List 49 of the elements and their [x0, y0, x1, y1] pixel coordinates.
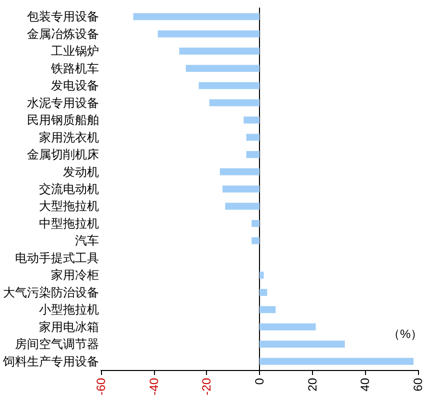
x-tick-label: 40	[358, 378, 372, 392]
y-tick-label: 金属冶炼设备	[27, 26, 99, 41]
bar	[260, 358, 414, 365]
x-tick-label: -20	[200, 378, 214, 396]
x-tick-label: 20	[305, 378, 320, 392]
bar	[252, 237, 260, 244]
y-tick-label: 大气污染防治设备	[3, 285, 99, 300]
y-tick-label: 发电设备	[51, 78, 99, 93]
bar	[222, 186, 260, 192]
y-tick-label: 交流电动机	[39, 182, 99, 196]
bar	[260, 306, 276, 314]
y-tick-label: 家用电冰箱	[39, 320, 99, 334]
bar	[133, 13, 260, 20]
bar	[260, 288, 268, 296]
y-tick-label: 房间空气调节器	[15, 337, 99, 352]
y-tick-label: 工业锅炉	[51, 44, 99, 58]
bar	[220, 168, 260, 176]
x-tick-label: 60	[411, 378, 425, 392]
bar	[158, 30, 260, 38]
bar	[260, 272, 264, 279]
y-tick-label: 水泥专用设备	[27, 96, 99, 110]
bar	[244, 116, 260, 124]
y-tick-label: 中型拖拉机	[39, 216, 99, 230]
x-axis-title: （%）	[388, 327, 423, 341]
y-tick-label: 民用钢质船舶	[27, 113, 99, 128]
bar	[225, 202, 260, 210]
y-tick-label: 汽车	[75, 234, 99, 248]
bar	[260, 340, 345, 348]
y-tick-label: 铁路机车	[50, 61, 99, 76]
x-tick-label: 0	[252, 378, 266, 385]
bar	[179, 48, 260, 55]
bar	[246, 134, 260, 141]
y-tick-label: 包装专用设备	[27, 10, 99, 24]
y-tick-label: 家用洗衣机	[39, 130, 99, 144]
y-tick-label: 大型拖拉机	[39, 199, 99, 214]
y-tick-label: 家用冷柜	[51, 268, 99, 282]
bar	[198, 82, 260, 90]
y-tick-label: 电动手提式工具	[15, 250, 99, 265]
y-tick-label: 饲料生产专用设备	[2, 354, 99, 368]
bar	[252, 220, 260, 227]
bar	[186, 64, 260, 72]
y-tick-label: 发动机	[63, 164, 99, 179]
x-tick-label: -40	[146, 378, 161, 396]
x-tick-label: -60	[94, 378, 108, 396]
y-tick-label: 金属切削机床	[27, 148, 99, 162]
bar	[260, 323, 316, 330]
bar	[209, 99, 260, 106]
bar	[246, 151, 260, 158]
y-tick-label: 小型拖拉机	[39, 302, 99, 317]
